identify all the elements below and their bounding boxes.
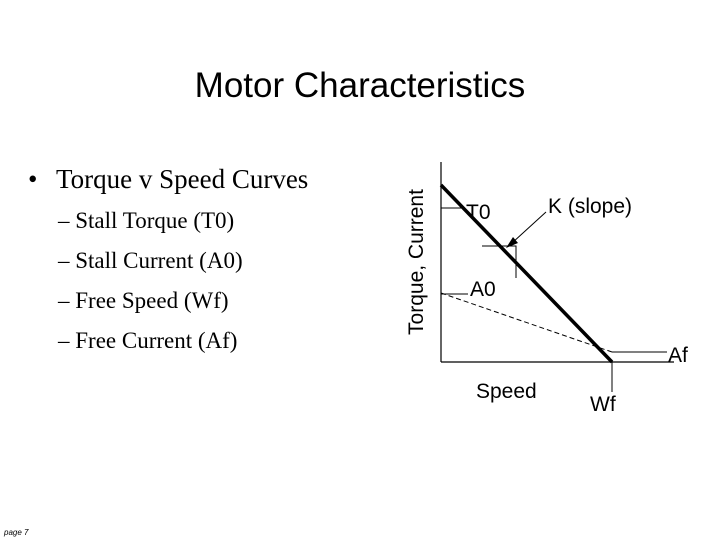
- af-label: Af: [668, 344, 688, 367]
- slope-triangle: [482, 245, 517, 278]
- slope-label: K (slope): [548, 195, 632, 218]
- page-number: page 7: [4, 528, 29, 537]
- sub-item-free-current: – Free Current (Af): [58, 328, 238, 353]
- slide-title: Motor Characteristics: [194, 66, 526, 105]
- y-axis-label: Torque, Current: [405, 189, 428, 335]
- current-line: [440, 292, 613, 353]
- slope-arrowhead: [506, 237, 518, 248]
- x-axis-label: Speed: [476, 380, 537, 403]
- bullet-text: Torque v Speed Curves: [56, 164, 309, 194]
- slope-arrow: [511, 211, 547, 244]
- a0-label: A0: [470, 278, 496, 301]
- bullet-list: • Torque v Speed Curves – Stall Torque (T…: [28, 164, 308, 353]
- bullet-dot: •: [28, 164, 38, 194]
- bullet-item: • Torque v Speed Curves: [28, 164, 308, 195]
- wf-label: Wf: [590, 393, 616, 416]
- t0-label: T0: [466, 201, 491, 224]
- torque-line: [439, 183, 614, 364]
- sub-item-free-speed: – Free Speed (Wf): [58, 288, 229, 313]
- sub-item-stall-torque: – Stall Torque (T0): [58, 208, 235, 233]
- sub-item-stall-current: – Stall Current (A0): [58, 248, 243, 273]
